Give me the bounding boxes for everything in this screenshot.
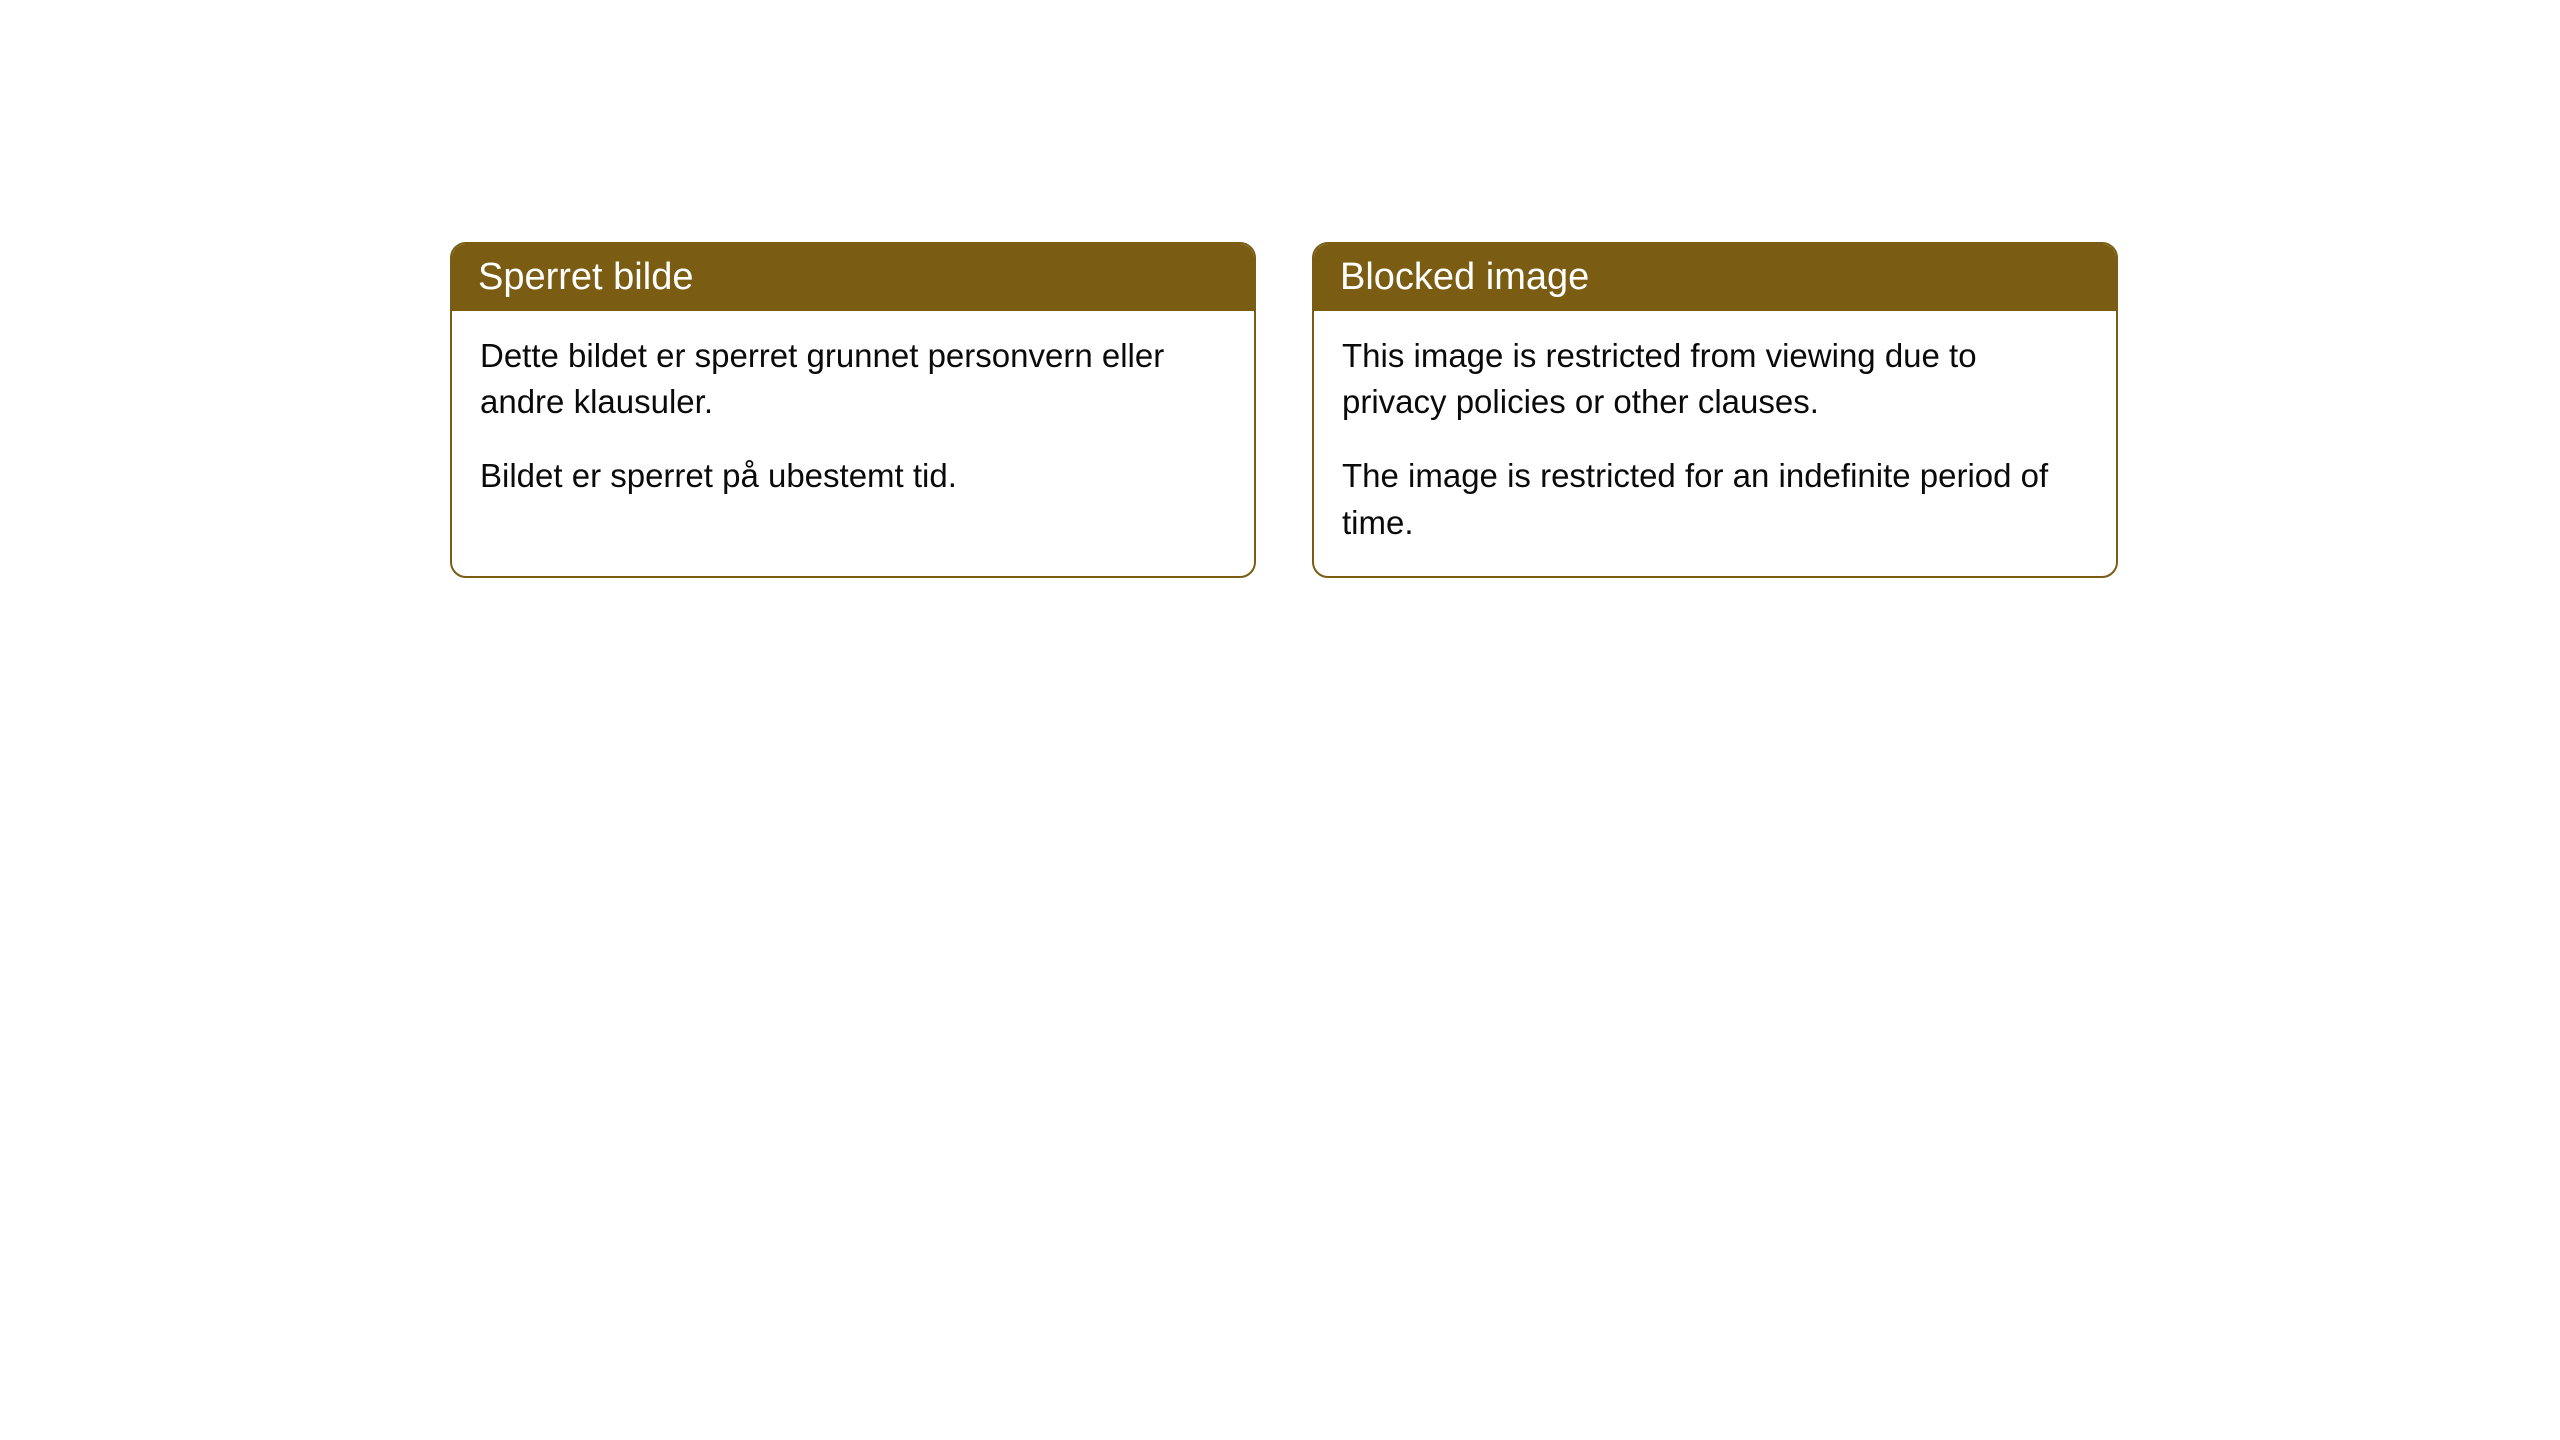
notice-paragraph: This image is restricted from viewing du… bbox=[1342, 333, 2088, 425]
notice-card-english: Blocked image This image is restricted f… bbox=[1312, 242, 2118, 578]
notice-title: Sperret bilde bbox=[478, 256, 693, 298]
notice-paragraph: Dette bildet er sperret grunnet personve… bbox=[480, 333, 1226, 425]
notice-header: Blocked image bbox=[1314, 244, 2116, 311]
notice-header: Sperret bilde bbox=[452, 244, 1254, 311]
notice-paragraph: Bildet er sperret på ubestemt tid. bbox=[480, 453, 1226, 499]
notice-body: This image is restricted from viewing du… bbox=[1314, 311, 2116, 576]
notice-body: Dette bildet er sperret grunnet personve… bbox=[452, 311, 1254, 530]
notice-title: Blocked image bbox=[1340, 256, 1589, 298]
notice-paragraph: The image is restricted for an indefinit… bbox=[1342, 453, 2088, 545]
notice-container: Sperret bilde Dette bildet er sperret gr… bbox=[0, 0, 2560, 578]
notice-card-norwegian: Sperret bilde Dette bildet er sperret gr… bbox=[450, 242, 1256, 578]
